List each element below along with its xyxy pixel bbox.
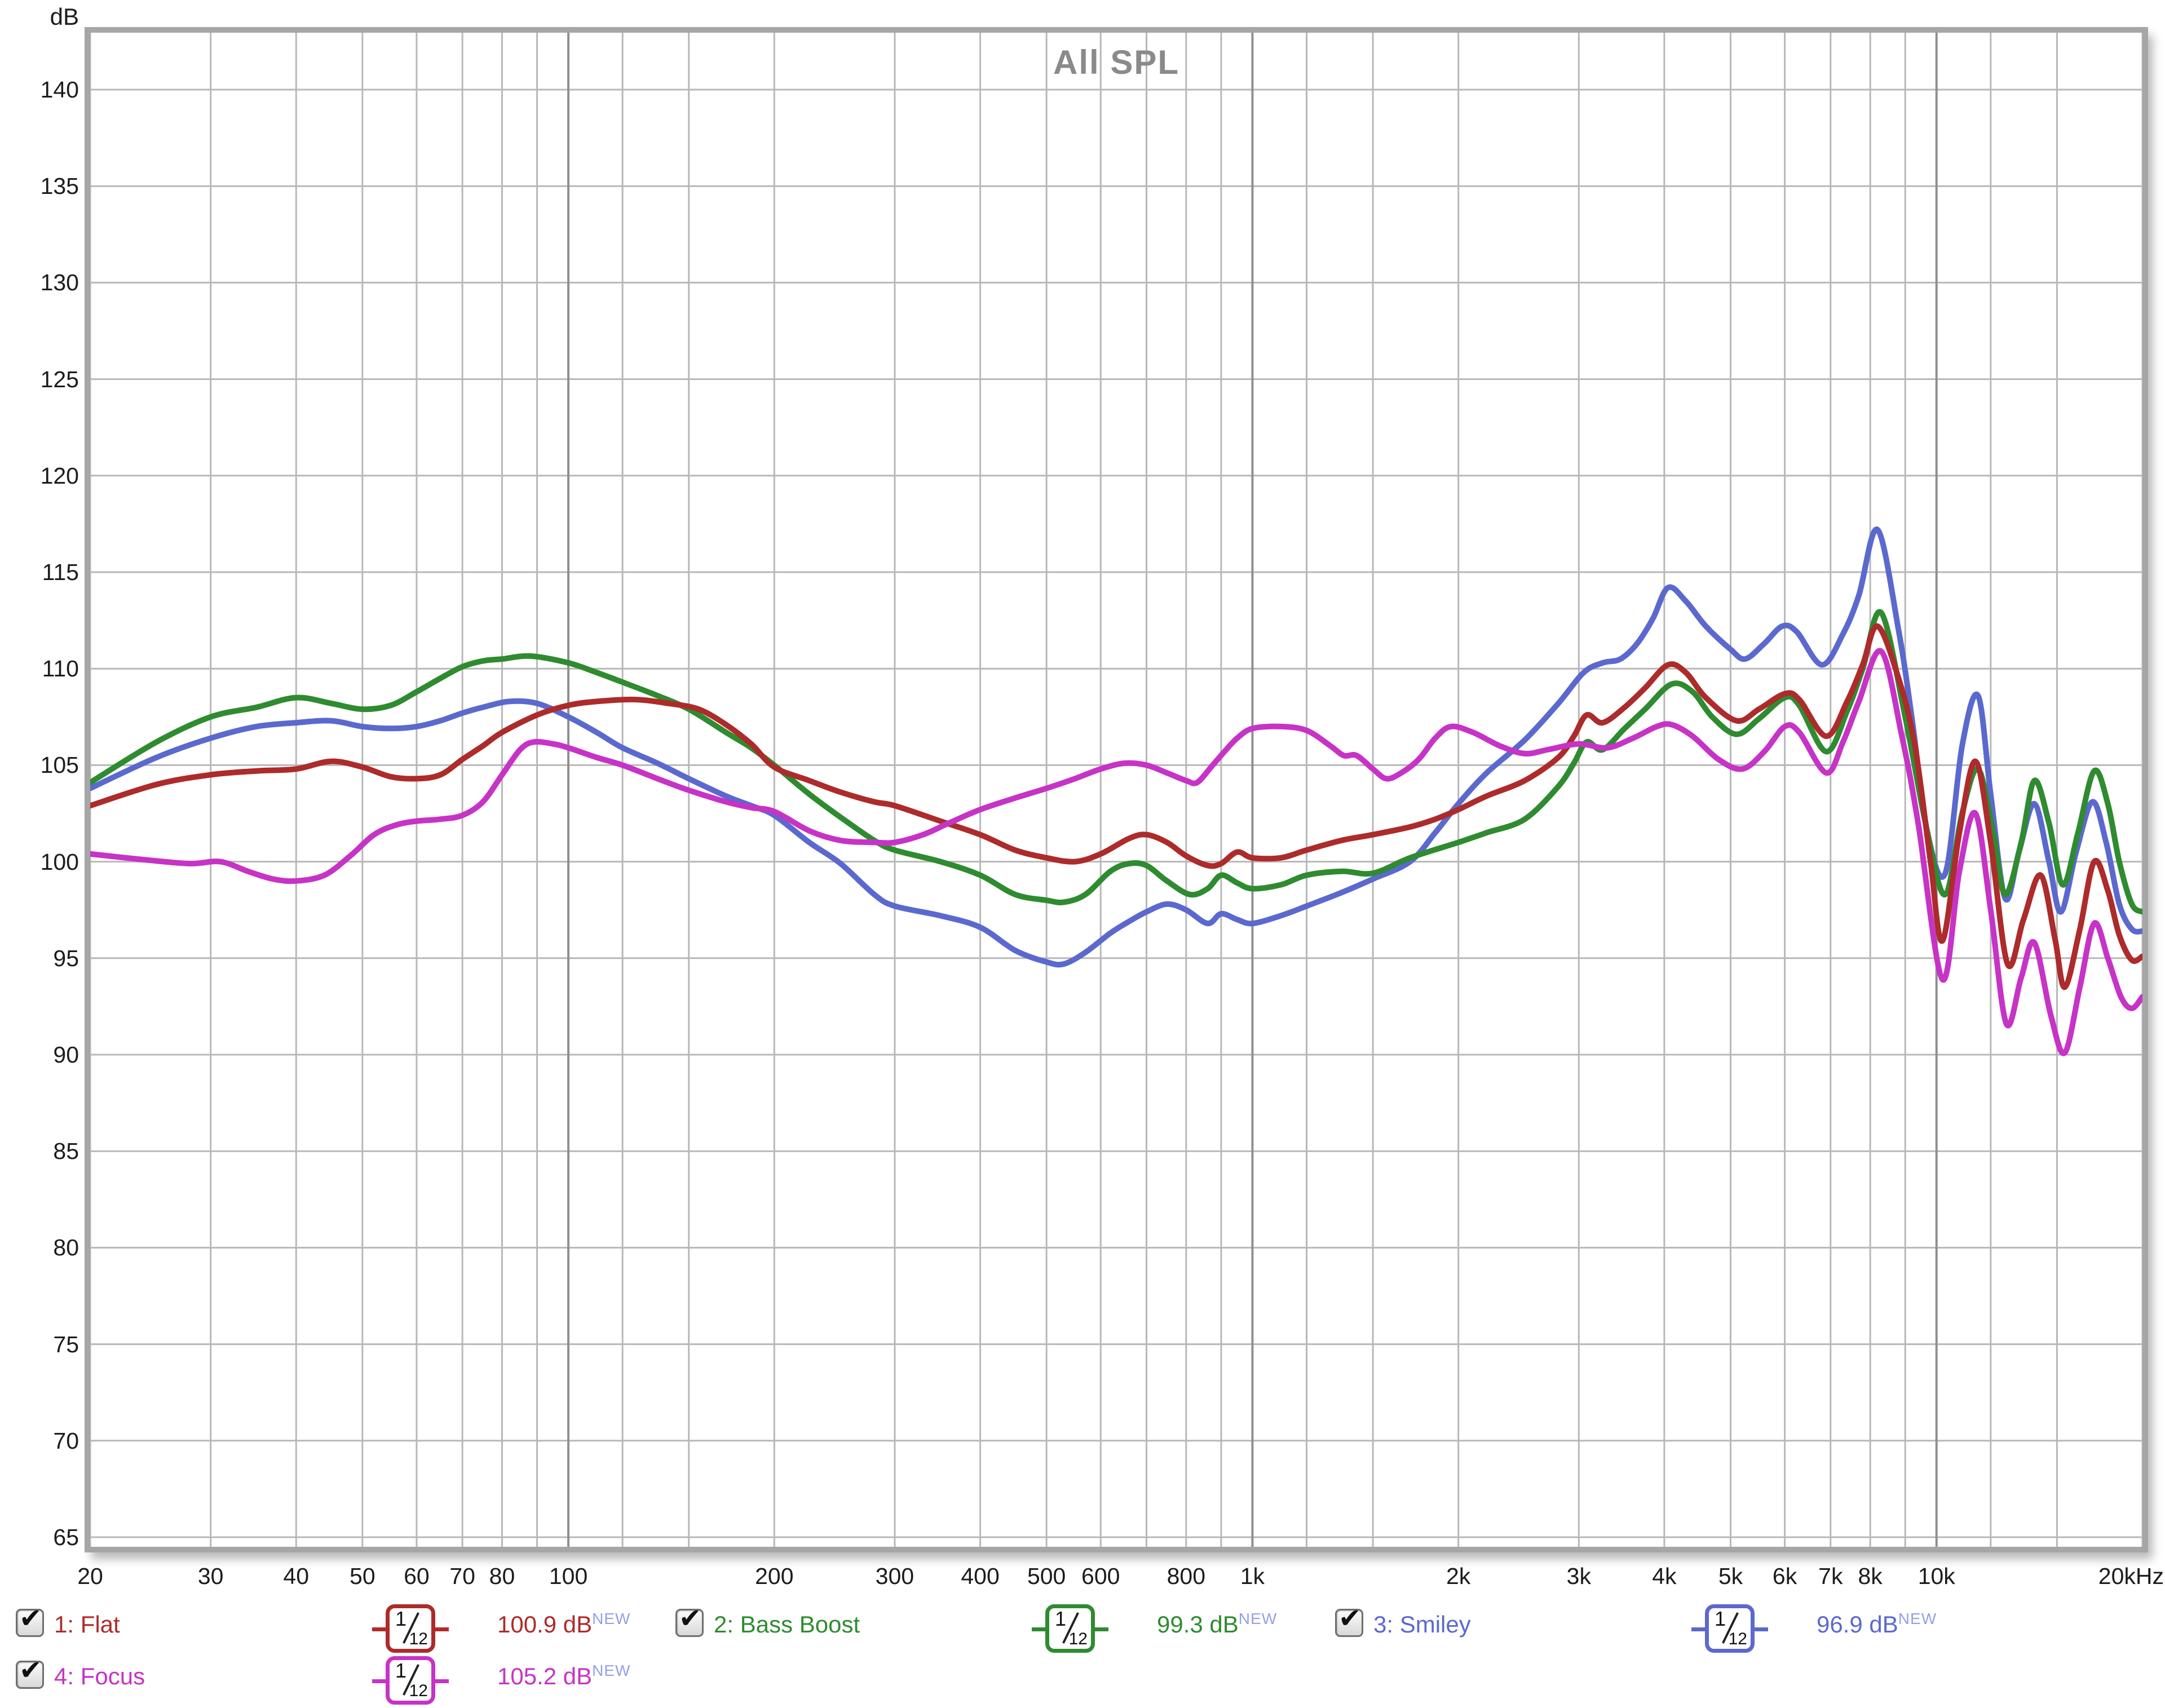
page-title: All SPL [1053, 43, 1180, 81]
x-tick-label: 50 [350, 1563, 375, 1589]
legend-checkbox[interactable]: ✔ [1335, 1604, 1363, 1637]
legend-label: 3: Smiley [1373, 1611, 1471, 1638]
y-tick-label: 70 [53, 1427, 79, 1454]
y-tick-label: 90 [53, 1042, 79, 1068]
checkmark-icon: ✔ [19, 1604, 42, 1634]
x-tick-label: 70 [449, 1563, 475, 1589]
smoothing-numerator: 1 [395, 1659, 407, 1682]
legend-item-bass-boost: ✔ 2: Bass Boost 1 12 99.3 dB NEW [673, 1604, 1327, 1656]
legend-value: 99.3 dB NEW [1157, 1610, 1278, 1638]
trace-flat[interactable] [90, 623, 2142, 990]
y-tick-label: 85 [53, 1138, 79, 1165]
x-tick-label: 7k [1818, 1563, 1843, 1589]
smoothing-icon-lead [372, 1627, 387, 1631]
legend-value: 105.2 dB NEW [497, 1662, 631, 1689]
smoothing-fraction-box: 1 12 [1045, 1604, 1095, 1653]
y-tick-label: 130 [40, 269, 79, 296]
smoothing-icon-lead [434, 1627, 449, 1631]
new-badge: NEW [592, 1662, 631, 1679]
legend-checkbox[interactable]: ✔ [16, 1604, 44, 1637]
smoothing-icon-lead [372, 1679, 387, 1683]
y-tick-label: 75 [53, 1331, 79, 1357]
trace-bass-boost[interactable] [90, 609, 2142, 915]
smoothing-denominator: 12 [409, 1682, 428, 1700]
x-tick-label: 80 [489, 1563, 515, 1589]
smoothing-numerator: 1 [1715, 1607, 1726, 1630]
smoothing-denominator: 12 [1068, 1630, 1088, 1648]
new-badge: NEW [1898, 1610, 1937, 1627]
x-tick-label: 20kHz [2098, 1563, 2164, 1589]
new-badge: NEW [1238, 1610, 1278, 1627]
smoothing-denominator: 12 [1728, 1630, 1747, 1648]
x-tick-label: 400 [961, 1563, 1000, 1589]
x-tick-label: 1k [1240, 1563, 1265, 1589]
smoothing-numerator: 1 [395, 1607, 407, 1630]
y-tick-label: 135 [40, 173, 79, 200]
smoothing-icon-lead [434, 1679, 449, 1683]
x-tick-label: 3k [1566, 1563, 1591, 1589]
smoothing-icon-lead [1032, 1627, 1046, 1631]
y-tick-label: 125 [40, 366, 79, 392]
x-tick-label: 100 [549, 1563, 588, 1589]
x-tick-label: 60 [404, 1563, 430, 1589]
smoothing-fraction-box: 1 12 [1705, 1604, 1755, 1653]
trace-smiley[interactable] [90, 526, 2142, 968]
smoothing-numerator: 1 [1055, 1607, 1067, 1630]
checkmark-icon: ✔ [679, 1604, 702, 1634]
trace-layer [90, 526, 2142, 1056]
x-tick-label: 5k [1718, 1563, 1743, 1589]
y-tick-label: 80 [53, 1234, 79, 1261]
y-axis-unit: dB [50, 3, 79, 30]
x-tick-label: 500 [1027, 1563, 1066, 1589]
smoothing-icon[interactable]: 1 12 [372, 1604, 449, 1654]
y-tick-label: 65 [53, 1524, 79, 1550]
x-tick-label: 4k [1652, 1563, 1677, 1589]
x-tick-label: 300 [875, 1563, 914, 1589]
y-tick-label: 115 [42, 559, 79, 585]
legend-value: 100.9 dB NEW [497, 1610, 631, 1638]
checkmark-icon: ✔ [19, 1656, 42, 1685]
plot-border [85, 27, 2148, 1552]
y-tick-label: 100 [40, 848, 79, 875]
legend-checkbox[interactable]: ✔ [675, 1604, 704, 1637]
smoothing-icon-lead [1094, 1627, 1108, 1631]
smoothing-denominator: 12 [409, 1630, 428, 1648]
x-tick-label: 8k [1858, 1563, 1883, 1589]
legend-item-flat: ✔ 1: Flat 1 12 100.9 dB NEW [14, 1604, 668, 1656]
new-badge: NEW [592, 1610, 631, 1627]
smoothing-fraction-box: 1 12 [386, 1604, 435, 1653]
x-tick-label: 40 [283, 1563, 310, 1589]
x-tick-label: 800 [1167, 1563, 1206, 1589]
checkmark-icon: ✔ [1338, 1604, 1362, 1634]
legend-checkbox[interactable]: ✔ [16, 1656, 44, 1689]
smoothing-icon[interactable]: 1 12 [1691, 1604, 1768, 1654]
y-tick-label: 110 [42, 656, 79, 682]
x-tick-label: 6k [1772, 1563, 1797, 1589]
smoothing-icon[interactable]: 1 12 [372, 1656, 449, 1706]
y-tick-label: 140 [40, 77, 79, 103]
y-tick-label: 120 [40, 462, 79, 489]
y-tick-label: 95 [53, 945, 79, 971]
legend-label: 2: Bass Boost [714, 1611, 860, 1638]
smoothing-icon-lead [1691, 1627, 1706, 1631]
y-tick-label: 105 [40, 752, 79, 778]
legend-label: 4: Focus [54, 1663, 145, 1689]
x-tick-label: 20 [77, 1563, 103, 1589]
x-tick-label: 2k [1446, 1563, 1471, 1589]
grid-layer [89, 33, 2144, 1547]
legend-value: 96.9 dB NEW [1817, 1610, 1937, 1638]
trace-focus[interactable] [90, 648, 2142, 1056]
smoothing-icon-lead [1753, 1627, 1768, 1631]
smoothing-fraction-box: 1 12 [386, 1656, 435, 1705]
x-tick-label: 10k [1917, 1563, 1955, 1589]
x-tick-label: 200 [755, 1563, 794, 1589]
x-tick-label: 600 [1081, 1563, 1120, 1589]
x-tick-label: 30 [197, 1563, 224, 1589]
smoothing-icon[interactable]: 1 12 [1032, 1604, 1108, 1654]
legend-item-smiley: ✔ 3: Smiley 1 12 96.9 dB NEW [1333, 1604, 1987, 1656]
legend-label: 1: Flat [54, 1611, 120, 1638]
legend-item-focus: ✔ 4: Focus 1 12 105.2 dB NEW [14, 1656, 668, 1708]
